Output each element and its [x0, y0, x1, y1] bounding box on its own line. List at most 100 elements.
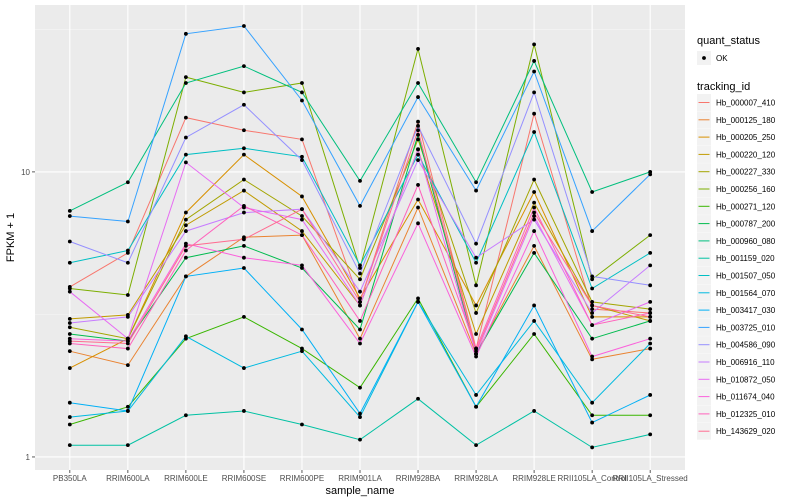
data-point [300, 422, 304, 427]
data-point [648, 341, 653, 346]
data-point [300, 214, 304, 218]
data-point [67, 325, 72, 330]
data-point [590, 336, 595, 341]
data-point [300, 154, 304, 159]
data-point [242, 237, 246, 242]
data-point [183, 31, 188, 36]
data-point [125, 443, 130, 448]
data-point [67, 289, 72, 294]
data-point [590, 274, 595, 279]
data-point [416, 128, 420, 133]
x-tick-label: RRIM600PE [280, 474, 324, 483]
data-point [532, 303, 537, 308]
data-point [183, 115, 188, 120]
data-point [532, 332, 537, 336]
data-point [648, 263, 653, 268]
data-point [590, 190, 595, 194]
data-point [532, 205, 537, 210]
legend-label-Hb_012325_010: Hb_012325_010 [716, 410, 776, 419]
data-point [416, 132, 420, 137]
data-point [648, 283, 653, 288]
data-point [648, 413, 653, 418]
data-point [532, 210, 537, 215]
data-point [416, 396, 420, 401]
data-point [183, 274, 188, 279]
data-point [67, 260, 72, 265]
data-point [300, 137, 304, 142]
data-point [590, 445, 595, 450]
data-point [183, 413, 188, 418]
data-point [590, 400, 595, 405]
x-tick-label: RRIM600SE [222, 474, 266, 483]
data-point [358, 203, 362, 208]
legend-label-Hb_000256_160: Hb_000256_160 [716, 185, 776, 194]
x-tick-label: RRIM600LE [164, 474, 208, 483]
data-point [532, 130, 537, 134]
data-point [300, 158, 304, 162]
data-point [242, 177, 246, 182]
data-point [242, 188, 246, 193]
data-point [67, 349, 72, 354]
data-point [532, 111, 537, 116]
data-point [183, 255, 188, 260]
data-point [532, 59, 537, 63]
legend-label-Hb_000007_410: Hb_000007_410 [716, 99, 776, 108]
data-point [183, 217, 188, 222]
data-point [532, 214, 537, 218]
data-point [242, 128, 246, 133]
legend-label-Hb_000787_200: Hb_000787_200 [716, 220, 776, 229]
data-point [590, 357, 595, 362]
data-point [242, 64, 246, 69]
data-point [648, 314, 653, 319]
data-point [242, 152, 246, 157]
legend: quant_status OK tracking_id Hb_000007_41… [697, 35, 776, 440]
data-point [532, 229, 537, 233]
legend-label-Hb_143629_020: Hb_143629_020 [716, 427, 776, 436]
data-point [67, 214, 72, 218]
data-point [416, 158, 420, 162]
x-tick-label: RRII105LA_Control [557, 474, 627, 483]
data-point [300, 266, 304, 270]
legend-label-Hb_000220_120: Hb_000220_120 [716, 150, 776, 159]
data-point [67, 208, 72, 213]
data-point [67, 415, 72, 419]
data-point [125, 314, 130, 319]
data-point [648, 319, 653, 323]
data-point [67, 317, 72, 321]
data-point [358, 411, 362, 416]
data-point [183, 135, 188, 140]
data-point [474, 351, 478, 356]
data-point [416, 123, 420, 128]
legend-title-tracking-id: tracking_id [697, 81, 750, 93]
data-point [648, 432, 653, 437]
data-point [125, 260, 130, 265]
data-point [648, 311, 653, 315]
data-point [67, 422, 72, 427]
data-point [183, 210, 188, 215]
data-point [183, 81, 188, 85]
data-point [474, 332, 478, 336]
data-point [532, 90, 537, 95]
data-point [125, 219, 130, 224]
data-point [416, 221, 420, 226]
data-point [242, 255, 246, 260]
data-point [358, 336, 362, 341]
data-point [183, 248, 188, 253]
legend-label-Hb_003417_030: Hb_003417_030 [716, 306, 776, 315]
data-point [300, 349, 304, 354]
data-point [67, 400, 72, 405]
data-point [416, 119, 420, 124]
data-point [416, 147, 420, 152]
data-point [532, 200, 537, 205]
x-tick-label: RRIM901LA [338, 474, 382, 483]
legend-label-Hb_000960_080: Hb_000960_080 [716, 237, 776, 246]
data-point [474, 443, 478, 448]
data-point [416, 47, 420, 51]
y-axis-title: FPKM + 1 [5, 213, 17, 262]
data-point [183, 334, 188, 339]
data-point [590, 286, 595, 291]
legend-label-Hb_000227_330: Hb_000227_330 [716, 168, 776, 177]
data-point [67, 366, 72, 370]
legend-label-Hb_006916_110: Hb_006916_110 [716, 358, 775, 367]
